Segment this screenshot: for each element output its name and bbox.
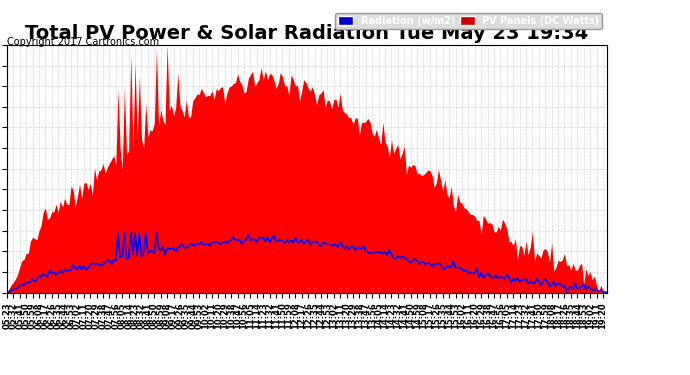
Title: Total PV Power & Solar Radiation Tue May 23 19:34: Total PV Power & Solar Radiation Tue May… [26,24,589,44]
Text: Copyright 2017 Cartronics.com: Copyright 2017 Cartronics.com [7,37,159,47]
Legend: Radiation (w/m2), PV Panels (DC Watts): Radiation (w/m2), PV Panels (DC Watts) [335,13,602,28]
